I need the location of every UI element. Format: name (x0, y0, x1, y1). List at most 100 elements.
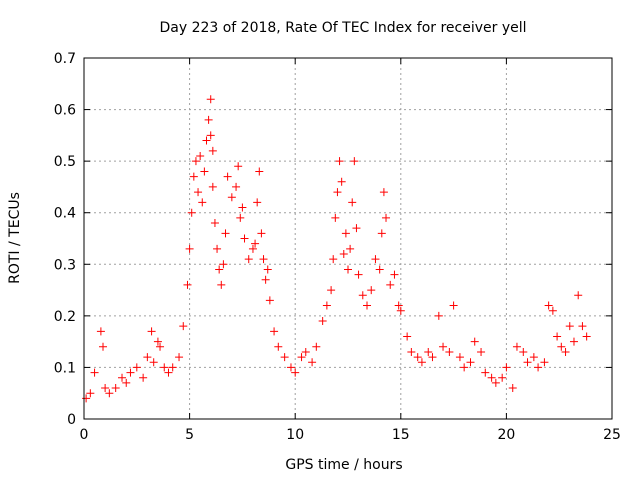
data-point (132, 363, 141, 372)
data-point (358, 291, 367, 300)
data-point (149, 358, 158, 367)
data-point (210, 219, 219, 228)
data-point (265, 296, 274, 305)
data-point (350, 157, 359, 166)
data-point (394, 301, 403, 310)
data-point (153, 337, 162, 346)
data-point (371, 255, 380, 264)
data-point (565, 322, 574, 331)
data-point (126, 368, 135, 377)
data-point (206, 95, 215, 104)
y-tick-label: 0.4 (54, 206, 76, 222)
data-point (455, 353, 464, 362)
data-point (168, 363, 177, 372)
data-point (449, 301, 458, 310)
data-point (491, 378, 500, 387)
data-point (331, 213, 340, 222)
data-point (544, 301, 553, 310)
data-point (189, 172, 198, 181)
data-point (297, 353, 306, 362)
data-point (344, 265, 352, 274)
data-point (352, 224, 361, 233)
data-point (407, 347, 416, 356)
data-point (99, 342, 108, 351)
x-axis-label: GPS time / hours (285, 457, 402, 473)
data-point (244, 255, 253, 264)
data-point (227, 193, 236, 202)
data-point (339, 249, 348, 258)
data-point (363, 301, 372, 310)
y-tick-label: 0.7 (54, 51, 76, 67)
data-point (223, 172, 232, 181)
data-point (118, 373, 127, 382)
data-point (156, 342, 165, 351)
data-point (160, 363, 169, 372)
data-point (341, 229, 350, 238)
data-point (248, 244, 257, 253)
x-tick-label: 20 (497, 427, 515, 443)
data-point (143, 353, 152, 362)
data-point (335, 157, 344, 166)
data-point (213, 244, 222, 253)
data-point (439, 342, 448, 351)
data-point (270, 327, 279, 336)
data-point (548, 306, 557, 315)
x-tick-label: 15 (392, 427, 410, 443)
data-point (487, 373, 496, 382)
data-point (286, 363, 295, 372)
x-tick-label: 10 (286, 427, 304, 443)
data-point (257, 229, 266, 238)
data-point (322, 301, 331, 310)
data-point (540, 358, 549, 367)
data-point (498, 373, 507, 382)
data-point (111, 384, 120, 393)
data-point (255, 167, 264, 176)
data-point (569, 337, 578, 346)
data-point (251, 239, 260, 248)
plot-frame (83, 57, 613, 420)
data-point (512, 342, 521, 351)
data-point (413, 353, 422, 362)
y-tick-label: 0.5 (54, 154, 76, 170)
data-point (202, 136, 211, 145)
data-point (234, 162, 243, 171)
data-point (333, 188, 342, 197)
data-point (434, 311, 443, 320)
data-point (139, 373, 148, 382)
data-point (236, 213, 245, 222)
data-point (508, 384, 517, 393)
data-point (529, 353, 538, 362)
data-point (238, 203, 247, 212)
grid-lines (84, 58, 612, 419)
data-point (263, 265, 272, 274)
data-point (105, 389, 114, 398)
data-point (523, 358, 532, 367)
data-point (470, 337, 479, 346)
data-point (466, 358, 475, 367)
data-point (122, 378, 131, 387)
data-points (82, 95, 591, 403)
data-point (217, 280, 226, 289)
data-point (82, 394, 91, 403)
data-point (232, 182, 241, 191)
data-point (301, 347, 310, 356)
data-point (375, 265, 384, 274)
data-point (445, 347, 454, 356)
data-point (183, 280, 192, 289)
axis-ticks: 0 5 10 15 20 25 0 0.1 0.2 0.3 0.4 0.5 0.6 0.7 (54, 51, 621, 443)
data-point (582, 332, 591, 341)
data-point (561, 347, 570, 356)
data-point (318, 317, 327, 326)
data-point (367, 286, 376, 295)
data-point (198, 198, 207, 207)
data-point (346, 244, 355, 253)
data-point (185, 244, 194, 253)
data-point (502, 363, 511, 372)
data-point (208, 146, 217, 155)
data-point (200, 167, 209, 176)
data-point (578, 322, 587, 331)
data-point (219, 260, 228, 269)
data-point (215, 265, 224, 274)
data-point (191, 157, 200, 166)
